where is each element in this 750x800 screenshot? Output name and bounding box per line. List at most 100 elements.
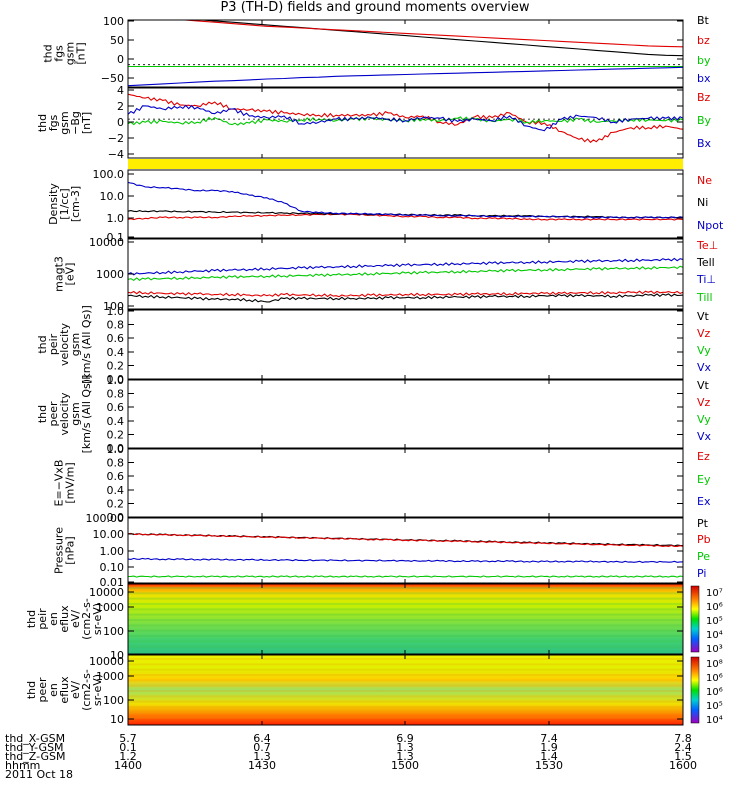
y-axis-label: peir bbox=[47, 333, 60, 355]
colorbar-tick-label: 10⁶ bbox=[706, 673, 723, 684]
x-row-value: 1500 bbox=[391, 759, 419, 772]
colorbar-tick-label: 10³ bbox=[706, 644, 723, 655]
legend-pb: Pb bbox=[697, 533, 711, 546]
y-tick-label: 0.8 bbox=[107, 388, 125, 401]
y-tick-label: 1000 bbox=[96, 601, 124, 614]
y-axis-label: [mV/m] bbox=[64, 462, 77, 503]
colorbar-tick-label: 10⁷ bbox=[706, 588, 723, 599]
y-axis-label: [1/cc] bbox=[58, 188, 71, 219]
y-axis-label: (cm2-s- bbox=[80, 598, 93, 640]
y-tick-label: 1.0 bbox=[107, 374, 125, 387]
y-tick-label: 100 bbox=[103, 625, 124, 638]
y-axis-label: Density bbox=[47, 183, 60, 225]
y-axis-label: [cm-3] bbox=[69, 186, 82, 222]
y-axis-label: velocity bbox=[58, 392, 71, 435]
y-tick-label: 100 bbox=[103, 300, 124, 313]
legend-ey: Ey bbox=[697, 473, 711, 486]
y-tick-label: 1000 bbox=[96, 268, 124, 281]
y-tick-label: 10000 bbox=[89, 586, 124, 599]
y-tick-label: 1.0 bbox=[107, 443, 125, 456]
y-axis-label: eflux bbox=[58, 605, 71, 633]
colorbar-tick-label: 10⁸ bbox=[706, 659, 723, 670]
y-axis-label: thd bbox=[36, 114, 49, 132]
y-tick-label: 10 bbox=[110, 713, 124, 726]
y-tick-label: 0.6 bbox=[107, 401, 125, 414]
colorbar-tick-label: 10⁵ bbox=[706, 616, 723, 627]
series-bz-line bbox=[178, 20, 683, 48]
x-row-value: 1530 bbox=[535, 759, 563, 772]
legend-pe: Pe bbox=[697, 550, 710, 563]
y-tick-label: 0.8 bbox=[107, 319, 125, 332]
y-tick-label: 0.4 bbox=[107, 415, 125, 428]
y-tick-label: −2 bbox=[108, 132, 124, 145]
y-tick-label: 0.4 bbox=[107, 346, 125, 359]
y-axis-label: [nPa] bbox=[64, 536, 77, 564]
x-row-label: thd_Z-GSM bbox=[5, 750, 65, 763]
y-axis-label: thd bbox=[42, 44, 55, 62]
y-axis-label: [nT] bbox=[80, 112, 93, 134]
panel-frame bbox=[127, 448, 684, 518]
y-axis-label: sr-eV) bbox=[91, 674, 104, 706]
y-tick-label: 0.8 bbox=[107, 457, 125, 470]
series-npot-line bbox=[128, 181, 683, 219]
y-axis-label: peir bbox=[36, 608, 49, 630]
y-tick-label: −4 bbox=[108, 148, 124, 161]
legend-by: by bbox=[697, 54, 711, 67]
legend-npot: Npot bbox=[697, 219, 724, 232]
series-pb-line bbox=[128, 532, 683, 548]
x-row-value: 1600 bbox=[669, 759, 697, 772]
y-axis-label: [km/s (All Qs)] bbox=[80, 305, 93, 384]
y-axis-label: (cm2-s- bbox=[80, 669, 93, 711]
panel-frame bbox=[127, 309, 684, 380]
panel-frame bbox=[127, 87, 684, 159]
y-axis-label: [km/s (All Qs)] bbox=[80, 375, 93, 454]
x-row-value: 5.7 bbox=[119, 732, 137, 745]
y-tick-label: 0.4 bbox=[107, 484, 125, 497]
legend-ex: Ex bbox=[697, 495, 711, 508]
series-te⊥-line bbox=[128, 290, 683, 298]
y-tick-label: 0 bbox=[117, 116, 124, 129]
legend-tell: Tell bbox=[696, 256, 715, 269]
y-axis-label: fgs bbox=[47, 114, 60, 131]
y-tick-label: 0 bbox=[117, 53, 124, 66]
x-row-value: 1.9 bbox=[540, 741, 558, 754]
page-title: P3 (TH-D) fields and ground moments over… bbox=[220, 0, 530, 15]
colorbar-tick-label: 10⁵ bbox=[706, 701, 723, 712]
y-axis-label: en bbox=[47, 683, 60, 697]
legend-pi: Pi bbox=[697, 567, 706, 580]
legend-bx: bx bbox=[697, 72, 711, 85]
legend-bt: Bt bbox=[697, 14, 710, 27]
y-axis-label: magt3 bbox=[53, 256, 66, 292]
y-tick-label: 0.6 bbox=[107, 470, 125, 483]
panel-0-lines bbox=[128, 20, 683, 87]
y-tick-label: 1.0 bbox=[107, 305, 125, 318]
y-tick-label: 1000 bbox=[96, 670, 124, 683]
y-tick-label: 10.00 bbox=[93, 528, 125, 541]
y-axis-label: E=−VxB bbox=[53, 460, 66, 507]
legend-te⊥: Te⊥ bbox=[696, 239, 718, 252]
panel-3-lines bbox=[128, 257, 683, 303]
panel-frame bbox=[127, 19, 684, 88]
series-bx-line bbox=[128, 66, 683, 87]
legend-ez: Ez bbox=[697, 450, 710, 463]
x-row-label: hhmm bbox=[5, 759, 40, 772]
colorbar-tick-label: 10⁴ bbox=[706, 630, 723, 641]
y-axis-label: [nT] bbox=[75, 42, 88, 64]
y-axis-label: gsm bbox=[58, 111, 71, 134]
y-axis-label: eflux bbox=[58, 676, 71, 704]
x-row-value: 1.3 bbox=[396, 741, 414, 754]
x-row-label: thd_Y-GSM bbox=[5, 741, 64, 754]
series-pi-line bbox=[128, 557, 683, 563]
x-row-value: 1.5 bbox=[674, 750, 692, 763]
x-row-value: 6.9 bbox=[396, 732, 414, 745]
y-axis-label: peer bbox=[47, 401, 60, 427]
colorbar-tick-label: 10⁶ bbox=[706, 687, 723, 698]
panel-frame bbox=[127, 379, 684, 449]
y-tick-label: 0.0 bbox=[107, 511, 125, 524]
colorbar-tick-label: 10⁶ bbox=[706, 602, 723, 613]
x-row-value: 0.7 bbox=[253, 741, 271, 754]
panel-2-lines bbox=[128, 181, 683, 221]
y-tick-label: 100 bbox=[103, 15, 124, 28]
y-axis-label: velocity bbox=[58, 323, 71, 366]
